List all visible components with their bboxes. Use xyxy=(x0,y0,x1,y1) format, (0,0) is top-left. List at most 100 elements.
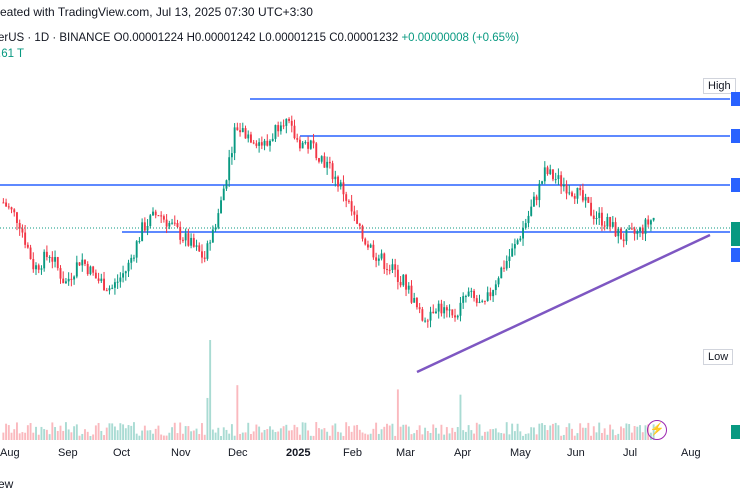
candle-body xyxy=(649,220,652,225)
candle-body xyxy=(448,309,451,311)
candle-body xyxy=(415,297,418,308)
candle-body xyxy=(519,238,522,241)
candle-body xyxy=(195,245,198,247)
candle-body xyxy=(285,118,288,126)
volume-bar xyxy=(217,427,220,440)
volume-bar xyxy=(220,435,222,440)
volume-bar xyxy=(386,423,388,440)
volume-bar xyxy=(532,427,535,440)
volume-bar xyxy=(494,428,497,440)
candle-body xyxy=(620,228,622,240)
volume-bar xyxy=(435,427,437,440)
volume-bar xyxy=(326,431,329,440)
candle-body xyxy=(347,200,350,202)
x-tick-label: Aug xyxy=(0,447,20,459)
volume-bar xyxy=(124,428,127,440)
volume-bar xyxy=(513,431,516,440)
volume-bar xyxy=(318,428,320,440)
candle-body xyxy=(334,176,337,180)
volume-bar xyxy=(176,433,179,440)
candle-body xyxy=(138,241,141,243)
candle-body xyxy=(543,167,546,182)
candle-body xyxy=(522,227,524,239)
volume-bar xyxy=(644,425,647,440)
candle-body xyxy=(625,229,628,242)
candle-body xyxy=(628,228,631,230)
candle-body xyxy=(173,222,176,224)
volume-bar xyxy=(356,424,359,440)
candle-body xyxy=(298,139,301,149)
candle-body xyxy=(445,307,448,311)
volume-bar xyxy=(7,425,10,440)
candle-body xyxy=(560,175,563,187)
high-value: H0.00001242 xyxy=(186,32,256,44)
candle-body xyxy=(467,291,470,297)
volume-bar xyxy=(405,424,407,440)
flash-icon[interactable]: ⚡ xyxy=(647,420,667,440)
candle-body xyxy=(652,217,655,221)
candle-body xyxy=(203,257,206,259)
volume-bar xyxy=(255,424,258,440)
volume-bar xyxy=(89,435,92,440)
volume-bar xyxy=(298,434,301,440)
candle-body xyxy=(331,163,334,180)
candle-body xyxy=(29,247,32,260)
candle-body xyxy=(13,209,16,213)
candle-body xyxy=(10,207,13,210)
volume-bar xyxy=(470,430,473,440)
candle-body xyxy=(260,142,263,146)
candle-body xyxy=(141,222,144,242)
candle-body xyxy=(432,311,435,314)
candle-body xyxy=(328,161,331,164)
low-tag: Low xyxy=(703,349,734,365)
candle-body xyxy=(206,243,209,259)
candle-body xyxy=(241,128,244,133)
volume-bar xyxy=(320,429,323,440)
volume-bar xyxy=(342,435,345,440)
candle-body xyxy=(116,281,119,283)
volume-bar xyxy=(75,424,78,440)
candle-body xyxy=(435,311,437,314)
volume-bar xyxy=(26,425,29,440)
candle-body xyxy=(339,182,342,187)
volume-bar xyxy=(633,426,636,440)
candle-body xyxy=(549,169,552,175)
candle-body xyxy=(532,196,535,207)
candle-body xyxy=(573,196,576,199)
symbol-label[interactable]: erUS · 1D · BINANCE xyxy=(0,32,111,44)
candle-body xyxy=(647,219,650,225)
candle-body xyxy=(92,266,95,273)
candle-body xyxy=(554,179,557,181)
candle-body xyxy=(636,231,639,234)
x-tick-label: Aug xyxy=(681,447,701,459)
volume-bar xyxy=(399,426,402,440)
volume-bar xyxy=(489,429,492,440)
volume-bar xyxy=(116,430,119,440)
level-marker-4 xyxy=(731,248,740,262)
candle-body xyxy=(571,192,573,197)
volume-bar xyxy=(396,389,399,440)
candle-body xyxy=(503,267,505,269)
candle-body xyxy=(405,274,407,290)
candle-body xyxy=(500,267,503,279)
volume-bar xyxy=(475,422,478,440)
candle-body xyxy=(470,290,473,292)
volume-bar xyxy=(369,433,372,440)
volume-bar xyxy=(149,430,152,440)
candle-body xyxy=(497,278,500,285)
candle-body xyxy=(103,278,105,291)
volume-bar xyxy=(437,433,440,440)
candle-body xyxy=(290,120,293,126)
volume-bar xyxy=(440,424,443,440)
candle-body xyxy=(18,222,21,229)
candle-body xyxy=(611,222,614,227)
candle-body xyxy=(353,211,356,215)
volume-bar xyxy=(206,397,209,440)
candle-body xyxy=(255,143,258,146)
volume-bar xyxy=(350,431,353,440)
change-value: +0.00000008 (+0.65%) xyxy=(401,32,520,44)
volume-bar xyxy=(418,425,421,440)
volume-bar xyxy=(2,432,5,440)
candle-body xyxy=(269,140,271,146)
